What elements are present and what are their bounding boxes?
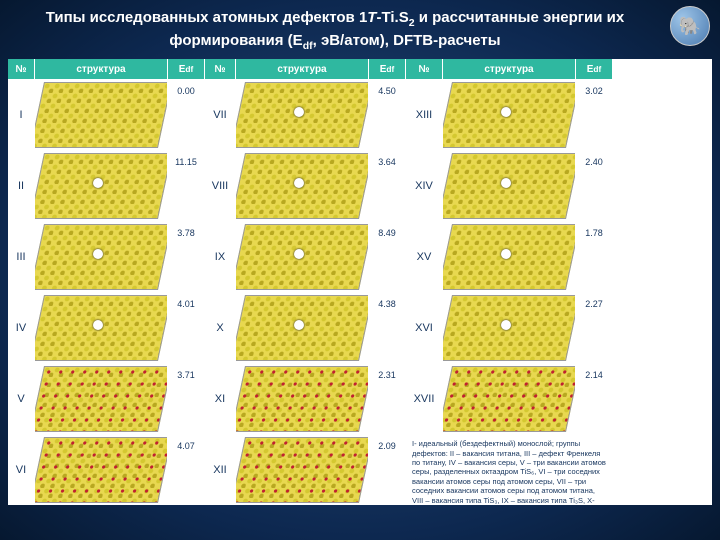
structure-cell bbox=[236, 435, 368, 505]
row-number: X bbox=[205, 293, 235, 363]
row-number: IX bbox=[205, 222, 235, 292]
defect-marker bbox=[294, 320, 304, 330]
structure-cell bbox=[35, 435, 167, 505]
edf-value: 4.07 bbox=[168, 435, 204, 505]
structure-cell bbox=[35, 80, 167, 150]
edf-value: 4.38 bbox=[369, 293, 405, 363]
structure-cell bbox=[443, 151, 575, 221]
row-number: XIV bbox=[406, 151, 442, 221]
edf-value: 3.78 bbox=[168, 222, 204, 292]
slide-title: Типы исследованных атомных дефектов 1T-T… bbox=[0, 0, 720, 57]
footnote-text: I- идеальный (бездефектный) монослой; гр… bbox=[406, 435, 612, 505]
row-number: XII bbox=[205, 435, 235, 505]
lattice-diagram bbox=[35, 366, 167, 432]
hdr-num-1: № bbox=[8, 59, 34, 79]
structure-cell bbox=[35, 151, 167, 221]
edf-value: 1.78 bbox=[576, 222, 612, 292]
defect-marker bbox=[93, 249, 103, 259]
hdr-edf-3: Edf bbox=[576, 59, 612, 79]
defect-marker bbox=[501, 178, 511, 188]
row-number: IV bbox=[8, 293, 34, 363]
row-number: XVII bbox=[406, 364, 442, 434]
lattice-diagram bbox=[236, 366, 368, 432]
defect-marker bbox=[294, 249, 304, 259]
row-number: VII bbox=[205, 80, 235, 150]
hdr-edf-1: Edf bbox=[168, 59, 204, 79]
defect-marker bbox=[501, 249, 511, 259]
defect-marker bbox=[501, 107, 511, 117]
structure-cell bbox=[35, 222, 167, 292]
edf-value: 2.09 bbox=[369, 435, 405, 505]
structure-cell bbox=[443, 80, 575, 150]
lattice-diagram bbox=[443, 366, 575, 432]
defect-marker bbox=[93, 178, 103, 188]
row-number: V bbox=[8, 364, 34, 434]
row-number: III bbox=[8, 222, 34, 292]
defect-marker bbox=[294, 107, 304, 117]
edf-value: 4.01 bbox=[168, 293, 204, 363]
defect-marker bbox=[501, 320, 511, 330]
hdr-struct-3: структура bbox=[443, 59, 575, 79]
lattice-diagram bbox=[236, 437, 368, 503]
edf-value: 3.02 bbox=[576, 80, 612, 150]
structure-cell bbox=[236, 364, 368, 434]
structure-cell bbox=[443, 364, 575, 434]
row-number: XV bbox=[406, 222, 442, 292]
row-number: VI bbox=[8, 435, 34, 505]
edf-value: 2.27 bbox=[576, 293, 612, 363]
lattice-diagram bbox=[35, 82, 167, 148]
edf-value: 3.64 bbox=[369, 151, 405, 221]
structure-cell bbox=[35, 364, 167, 434]
corner-badge: 🐘 bbox=[670, 6, 710, 46]
structure-cell bbox=[236, 151, 368, 221]
structure-cell bbox=[236, 293, 368, 363]
edf-value: 3.71 bbox=[168, 364, 204, 434]
row-number: II bbox=[8, 151, 34, 221]
row-number: VIII bbox=[205, 151, 235, 221]
row-number: XI bbox=[205, 364, 235, 434]
edf-value: 8.49 bbox=[369, 222, 405, 292]
edf-value: 11.15 bbox=[168, 151, 204, 221]
structure-cell bbox=[35, 293, 167, 363]
hdr-struct-2: структура bbox=[236, 59, 368, 79]
row-number: XVI bbox=[406, 293, 442, 363]
lattice-diagram bbox=[35, 437, 167, 503]
hdr-struct-1: структура bbox=[35, 59, 167, 79]
hdr-edf-2: Edf bbox=[369, 59, 405, 79]
row-number: XIII bbox=[406, 80, 442, 150]
edf-value: 0.00 bbox=[168, 80, 204, 150]
defect-table: № структура Edf № структура Edf № структ… bbox=[8, 59, 712, 505]
hdr-num-2: № bbox=[205, 59, 235, 79]
structure-cell bbox=[443, 293, 575, 363]
defect-marker bbox=[93, 320, 103, 330]
structure-cell bbox=[443, 222, 575, 292]
edf-value: 2.40 bbox=[576, 151, 612, 221]
edf-value: 4.50 bbox=[369, 80, 405, 150]
row-number: I bbox=[8, 80, 34, 150]
defect-marker bbox=[294, 178, 304, 188]
edf-value: 2.14 bbox=[576, 364, 612, 434]
hdr-num-3: № bbox=[406, 59, 442, 79]
edf-value: 2.31 bbox=[369, 364, 405, 434]
structure-cell bbox=[236, 80, 368, 150]
structure-cell bbox=[236, 222, 368, 292]
